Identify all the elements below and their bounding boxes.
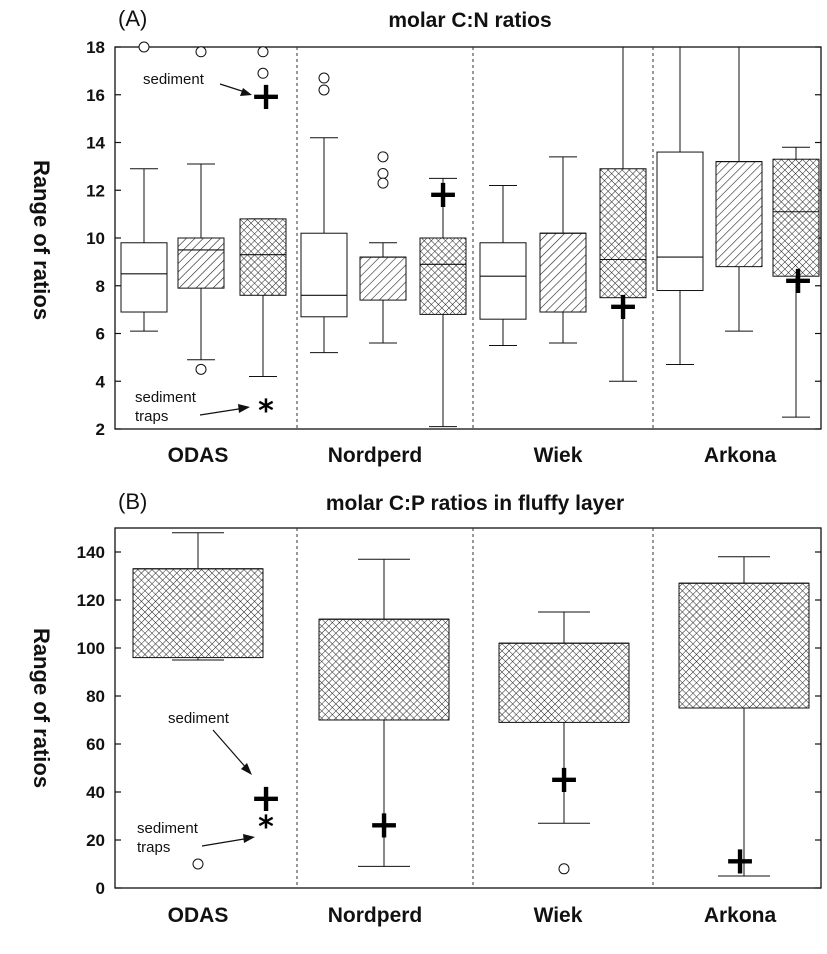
panel-a-sediment-traps-arrow	[199, 404, 250, 416]
panel-b-sediment-marker: +	[724, 839, 756, 883]
panel-a-sediment-marker: +	[782, 258, 814, 302]
panel-b-sediment-marker: +	[548, 757, 580, 801]
panel-a-sediment-annotation: sediment	[143, 71, 205, 88]
panel-a-box-rect	[359, 256, 407, 301]
panel-a-sediment-marker: +	[427, 172, 459, 216]
panel-b-sediment-traps-annotation-line1: sediment	[137, 820, 199, 837]
panel-a-box-diagonal	[359, 151, 407, 344]
panel-a-box-diagonal	[715, 46, 763, 332]
panel-b-sediment-marker: +	[250, 776, 282, 820]
panel-a-outlier	[195, 363, 207, 375]
panel-b-ytick-label: 80	[86, 687, 105, 706]
panel-b-plot: 0 20 40 60 80 100 120 140 ODAS Nordperd Wiek Arkona…	[77, 527, 822, 927]
panel-b-ytick-label: 60	[86, 735, 105, 754]
panel-a-box-rect	[479, 242, 527, 320]
panel-a-outlier	[377, 168, 389, 180]
panel-a-box-rect	[715, 161, 763, 268]
panel-a-outlier	[138, 41, 150, 53]
panel-a-ytick-label: 16	[86, 86, 105, 105]
panel-b-sediment-arrow	[212, 729, 252, 775]
panel-a-ytick-label: 12	[86, 181, 105, 200]
panel-b-ytick-label: 120	[77, 591, 105, 610]
panel-b-category-label: Wiek	[534, 904, 583, 927]
panel-a-box-rect	[300, 232, 348, 318]
panel-a-outlier	[377, 177, 389, 189]
panel-a-box-rect	[656, 151, 704, 292]
panel-a-outlier	[377, 151, 389, 163]
panel-a-box-open	[300, 72, 348, 354]
panel-b-sediment-traps-annotation-line2: traps	[137, 839, 170, 856]
panel-b-ytick-label: 140	[77, 543, 105, 562]
panel-a-box-rect	[177, 237, 225, 289]
panel-b-box-crosshatch	[498, 611, 630, 875]
panel-a-box-rect	[539, 232, 587, 313]
panel-a-box-open	[656, 46, 704, 366]
panel-b-ylabel: Range of ratios	[29, 628, 54, 788]
panel-b-box-rect	[318, 618, 450, 721]
panel-b-title: molar C:P ratios in fluffy layer	[326, 492, 624, 515]
panel-a-title: molar C:N ratios	[388, 9, 551, 32]
panel-a-ytick-label: 4	[96, 372, 106, 391]
panel-a-ytick-label: 8	[96, 277, 105, 296]
panel-a-sediment-traps-annotation-line1: sediment	[135, 389, 197, 406]
panel-a-box-crosshatch	[419, 177, 467, 428]
panel-b-box-crosshatch	[318, 558, 450, 867]
panel-a-box-rect	[239, 218, 287, 296]
panel-b-outlier	[192, 858, 204, 870]
panel-a-sediment-marker: +	[250, 74, 282, 118]
panel-a-box-diagonal	[177, 46, 225, 375]
panel-b-frame	[114, 527, 822, 889]
panel-b-sediment-traps-arrow	[201, 834, 255, 847]
panel-a-label: (A)	[118, 6, 147, 31]
panel-a-category-label: Wiek	[534, 444, 583, 467]
panel-b-category-label: Nordperd	[328, 904, 423, 927]
panel-b-ytick-label: 40	[86, 783, 105, 802]
panel-b-sediment-trap-marker: *	[258, 810, 274, 845]
panel-b-ytick-label: 20	[86, 831, 105, 850]
panel-a-sediment-trap-marker: *	[258, 394, 274, 429]
panel-a-outlier	[257, 67, 269, 79]
panel-b-category-label: Arkona	[704, 904, 777, 927]
panel-a-box-diagonal	[539, 156, 587, 344]
panel-a-ytick-label: 14	[86, 134, 105, 153]
panel-b-ytick-label: 0	[96, 879, 105, 898]
panel-b-sediment-annotation: sediment	[168, 710, 230, 727]
panel-b-box-crosshatch	[132, 532, 264, 870]
panel-a-category-label: Nordperd	[328, 444, 423, 467]
panel-b-category-label: ODAS	[168, 904, 229, 927]
panel-a-outlier	[318, 84, 330, 96]
panel-a-box-rect	[120, 242, 168, 313]
panel-a-sediment-traps-annotation-line2: traps	[135, 408, 168, 425]
panel-a-category-label: ODAS	[168, 444, 229, 467]
panel-a-box-rect	[772, 158, 820, 277]
panel-a-category-label: Arkona	[704, 444, 777, 467]
panel-b-outlier	[558, 863, 570, 875]
panel-b-box-rect	[498, 642, 630, 723]
panel-a-ytick-label: 6	[96, 325, 105, 344]
panel-b-box-rect	[132, 568, 264, 659]
panel-b-box-crosshatch	[678, 556, 810, 877]
panel-a-ytick-label: 18	[86, 38, 105, 57]
panel-a-sediment-arrow	[219, 83, 252, 96]
panel-a-box-open	[479, 184, 527, 346]
panel-a-outlier	[318, 72, 330, 84]
panel-b-sediment-marker: +	[368, 803, 400, 847]
panel-a-outlier	[195, 46, 207, 58]
panel-a-outlier	[257, 46, 269, 58]
panel-b-ytick-label: 100	[77, 639, 105, 658]
panel-a-box-open	[120, 41, 168, 332]
panel-b-label: (B)	[118, 489, 147, 514]
panel-a-ylabel: Range of ratios	[29, 160, 54, 320]
panel-a-sediment-marker: +	[607, 284, 639, 328]
panel-a-ytick-label: 10	[86, 229, 105, 248]
panel-a-box-crosshatch	[239, 46, 287, 377]
panel-a-box-rect	[599, 168, 647, 299]
panel-b-box-rect	[678, 582, 810, 709]
panel-a-box-crosshatch	[599, 46, 647, 382]
panel-a-box-rect	[419, 237, 467, 315]
panel-a-plot: 2 4 6 8 10 12 14 16 18 ODAS Nordperd Wiek Arkona + + + +…	[86, 38, 822, 467]
panel-a-box-crosshatch	[772, 146, 820, 418]
panel-a-ytick-label: 2	[96, 420, 105, 439]
